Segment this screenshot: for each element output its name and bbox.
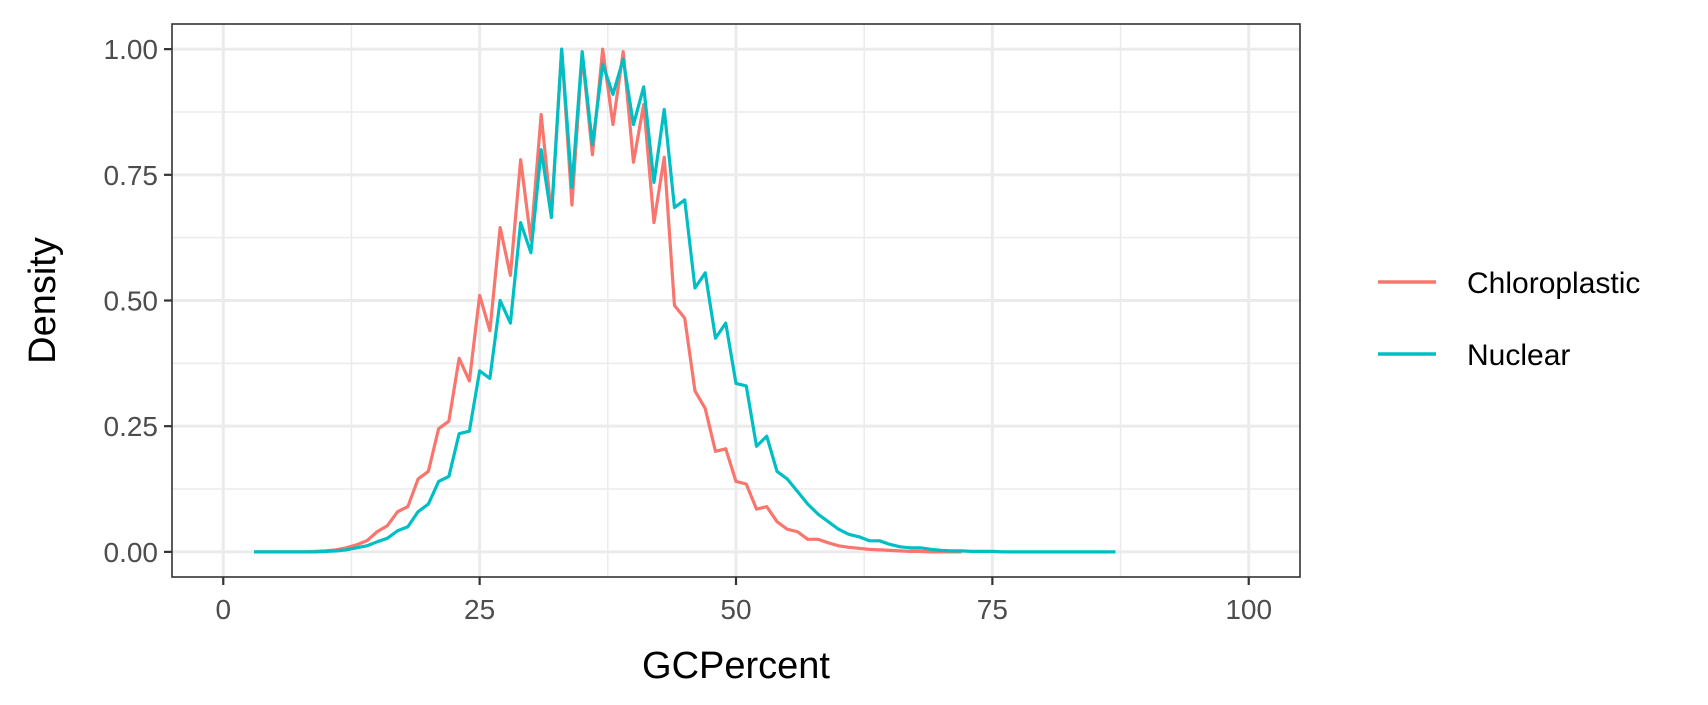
legend-label-chloroplastic: Chloroplastic [1467, 267, 1640, 300]
y-axis-title: Density [22, 237, 64, 364]
y-tick-label-0.25: 0.25 [104, 411, 159, 442]
y-tick-label-0.75: 0.75 [104, 160, 159, 191]
legend-label-nuclear: Nuclear [1467, 339, 1570, 372]
x-axis-title: GCPercent [642, 645, 830, 687]
x-tick-label-25: 25 [464, 594, 495, 625]
y-tick-label-0.5: 0.50 [104, 286, 159, 317]
y-tick-label-1: 1.00 [104, 34, 159, 65]
y-tick-label-0: 0.00 [104, 537, 159, 568]
x-tick-label-0: 0 [215, 594, 231, 625]
series-line-chloroplastic [254, 47, 962, 554]
x-axis-ticks: 0 25 50 75 100 [215, 577, 1272, 625]
legend: Chloroplastic Nuclear [1378, 267, 1640, 372]
y-axis-ticks: 0.00 0.25 0.50 0.75 1.00 [104, 34, 172, 568]
x-tick-label-50: 50 [720, 594, 751, 625]
x-tick-label-100: 100 [1225, 594, 1272, 625]
major-gridlines [172, 24, 1300, 577]
series-layer [254, 47, 1116, 554]
x-tick-label-75: 75 [977, 594, 1008, 625]
series-line-nuclear [254, 47, 1116, 554]
